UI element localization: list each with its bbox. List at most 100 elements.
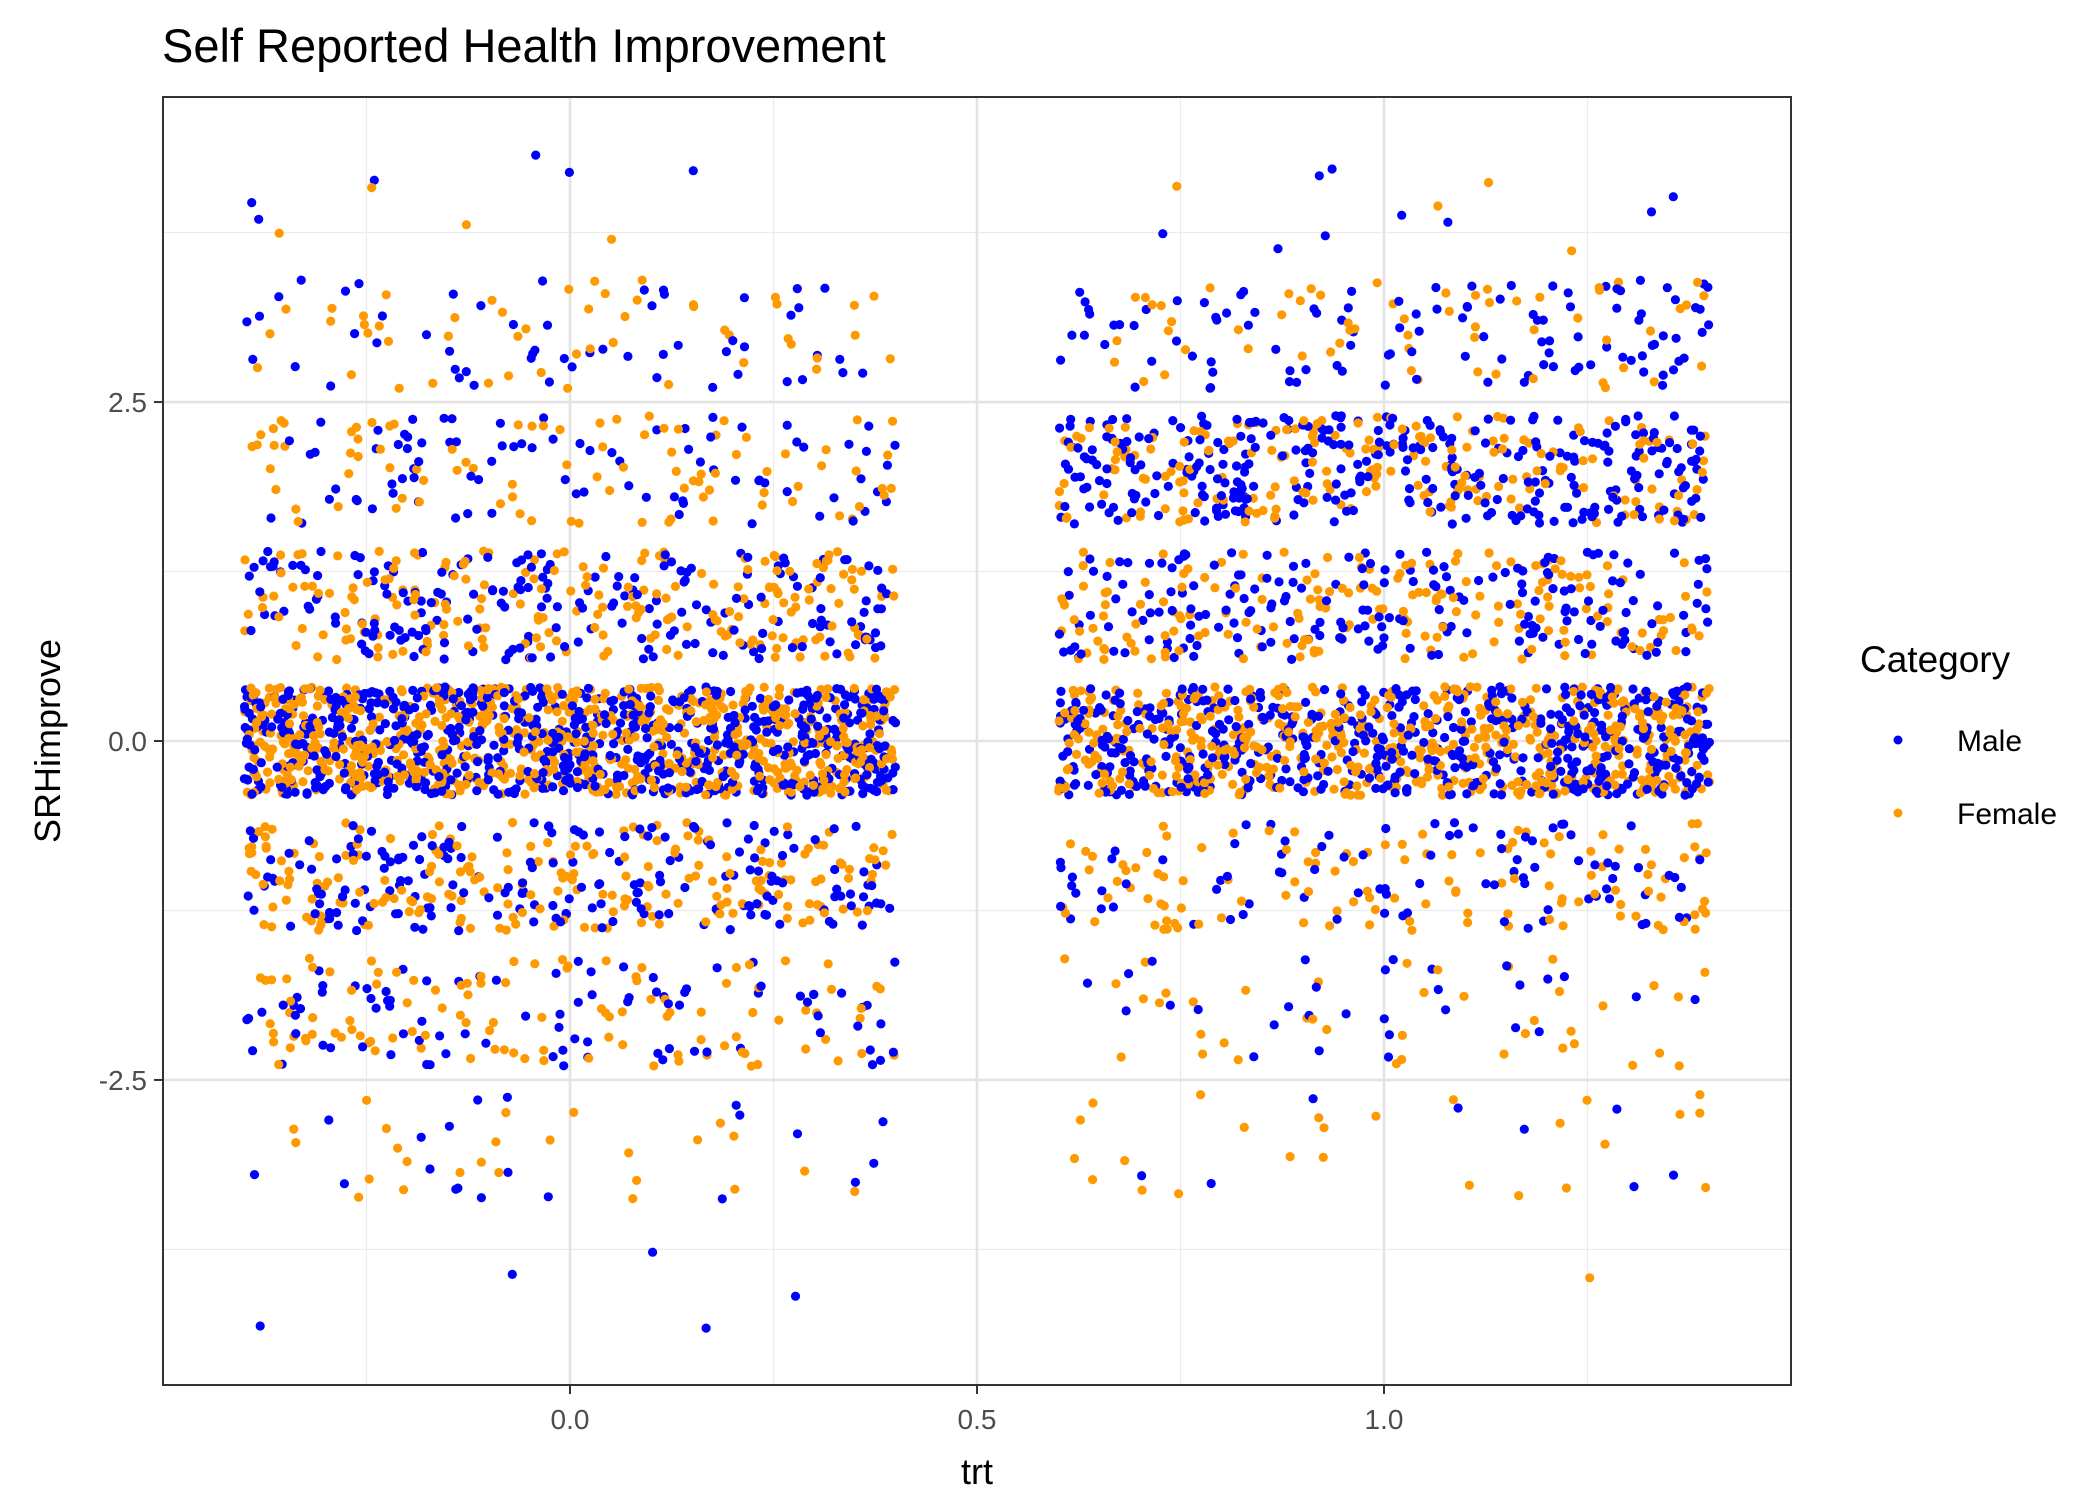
data-point-female: [666, 514, 676, 524]
data-point-female: [1327, 752, 1337, 762]
data-point-female: [731, 962, 742, 973]
data-point-female: [1544, 601, 1554, 611]
data-point-female: [704, 780, 714, 790]
data-point-male: [799, 442, 809, 452]
data-point-male: [1364, 722, 1374, 732]
data-point-female: [798, 918, 808, 928]
data-point-male: [568, 857, 578, 867]
data-point-male: [548, 782, 558, 792]
data-point-male: [873, 565, 883, 576]
data-point-female: [1698, 456, 1709, 466]
data-point-male: [1638, 428, 1649, 438]
data-point-female: [1610, 736, 1620, 746]
data-point-male: [1635, 569, 1645, 579]
data-point-male: [1679, 353, 1689, 363]
data-point-male: [1373, 450, 1383, 460]
data-point-male: [802, 685, 812, 695]
data-point-female: [1329, 784, 1339, 794]
data-point-male: [1120, 758, 1130, 768]
data-point-male: [1102, 464, 1112, 474]
data-point-male: [1291, 445, 1301, 455]
data-point-male: [1190, 507, 1200, 518]
data-point-female: [501, 925, 511, 935]
data-point-female: [1536, 449, 1546, 459]
data-point-male: [1244, 899, 1254, 909]
data-point-male: [1132, 707, 1142, 717]
data-point-male: [1118, 734, 1128, 745]
data-point-male: [581, 722, 591, 733]
data-point-male: [1671, 333, 1681, 343]
data-point-female: [445, 789, 455, 799]
data-point-male: [453, 1183, 463, 1193]
data-point-female: [558, 873, 568, 883]
data-point-male: [795, 991, 806, 1001]
data-point-male: [369, 769, 379, 779]
data-point-female: [1118, 860, 1128, 870]
data-point-female: [1314, 646, 1324, 656]
data-point-female: [1390, 893, 1400, 903]
data-point-female: [634, 701, 644, 711]
data-point-female: [1578, 777, 1588, 787]
data-point-male: [820, 283, 830, 293]
data-point-female: [1365, 893, 1375, 903]
data-point-male: [1213, 511, 1223, 521]
data-point-female: [765, 775, 775, 785]
data-point-female: [1087, 757, 1097, 767]
data-point-male: [1169, 652, 1179, 663]
data-point-female: [269, 440, 279, 450]
data-point-male: [567, 701, 578, 711]
data-point-female: [1352, 781, 1362, 791]
data-point-male: [389, 735, 400, 746]
data-point-male: [1502, 961, 1512, 971]
data-point-male: [527, 443, 537, 453]
data-point-male: [1462, 789, 1472, 799]
data-point-female: [731, 1032, 741, 1042]
data-point-female: [1515, 790, 1525, 800]
data-point-female: [1343, 318, 1353, 328]
data-point-female: [1310, 569, 1320, 579]
data-point-female: [1447, 850, 1457, 860]
data-point-female: [1694, 719, 1704, 729]
data-point-male: [636, 904, 646, 914]
data-point-female: [1402, 958, 1412, 968]
data-point-female: [373, 643, 383, 653]
data-point-female: [1671, 645, 1681, 656]
data-point-male: [871, 643, 881, 653]
data-point-female: [840, 787, 850, 797]
data-point-male: [475, 726, 485, 736]
data-point-male: [1586, 615, 1596, 626]
data-point-male: [890, 440, 900, 450]
data-point-female: [838, 904, 848, 914]
data-point-female: [1322, 1024, 1332, 1035]
data-point-female: [730, 1184, 740, 1194]
data-point-female: [533, 857, 544, 867]
data-point-female: [1408, 590, 1418, 600]
data-point-male: [1383, 1052, 1394, 1062]
data-point-female: [774, 684, 785, 694]
data-point-male: [1140, 781, 1150, 791]
data-point-male: [1577, 514, 1587, 525]
data-point-female: [1160, 631, 1170, 641]
data-point-female: [784, 718, 794, 729]
data-point-male: [680, 882, 690, 893]
data-point-female: [588, 728, 598, 738]
data-point-female: [285, 1043, 295, 1053]
data-point-female: [1285, 1152, 1295, 1162]
data-point-male: [888, 785, 898, 795]
data-point-female: [1398, 606, 1408, 617]
data-point-female: [1600, 741, 1610, 752]
data-point-female: [748, 635, 758, 645]
data-point-female: [1451, 607, 1461, 617]
data-point-female: [535, 642, 546, 652]
data-point-male: [1519, 1124, 1529, 1134]
data-point-female: [260, 822, 270, 832]
data-point-male: [1364, 636, 1374, 646]
data-point-male: [382, 589, 392, 599]
data-point-male: [372, 338, 382, 348]
data-point-female: [1627, 642, 1637, 652]
data-point-male: [1404, 495, 1414, 505]
data-point-female: [1150, 920, 1160, 930]
data-point-female: [1438, 622, 1448, 632]
data-point-male: [1200, 516, 1210, 526]
data-point-male: [674, 1000, 685, 1010]
